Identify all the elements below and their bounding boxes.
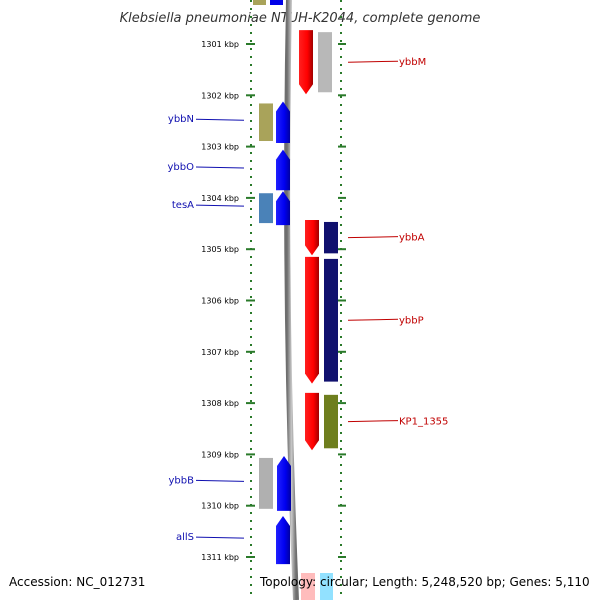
ruler-tick-label: 1306 kbp	[201, 297, 239, 306]
partial-gene-bottom-cyan	[320, 573, 333, 600]
gene-label-ybbb[interactable]: ybbB	[169, 475, 195, 486]
cog-box-ybbn	[259, 103, 273, 142]
gene-label-ybbm[interactable]: ybbM	[399, 57, 426, 68]
gene-label-alls[interactable]: allS	[176, 532, 194, 543]
accession-text: Accession: NC_012731	[9, 575, 146, 589]
gene-label-ybbp[interactable]: ybbP	[399, 315, 424, 326]
gene-label-ybbn[interactable]: ybbN	[168, 114, 194, 125]
gene-arrow-ybbo[interactable]	[276, 149, 290, 191]
genes-group	[259, 30, 338, 565]
gene-arrow-ybbb[interactable]	[277, 455, 291, 511]
cog-box-kp1_1355	[324, 394, 338, 449]
gene-arrow-tesa[interactable]	[276, 191, 290, 226]
cog-box-ybbm	[318, 32, 332, 93]
topology-text: Topology: circular; Length: 5,248,520 bp…	[260, 575, 590, 589]
gene-label-ybba[interactable]: ybbA	[399, 233, 425, 244]
gene-label-kp1_1355[interactable]: KP1_1355	[399, 417, 448, 428]
leader-line-ybbn	[195, 118, 245, 121]
leader-line-ybbb	[195, 479, 245, 482]
partial-gene-bottom-pink	[301, 573, 315, 600]
ruler-tick-label: 1305 kbp	[201, 245, 239, 254]
gene-label-tesa[interactable]: tesA	[172, 200, 194, 211]
partial-cog-top-left	[253, 0, 266, 5]
ruler-tick-label: 1310 kbp	[201, 502, 239, 511]
cog-box-ybbb	[259, 457, 273, 509]
gene-arrow-alls[interactable]	[276, 515, 290, 565]
cog-box-ybba	[324, 221, 338, 254]
ruler-group: 1301 kbp 1302 kbp 1303 kbp 1304 kbp 1305 kbp…	[201, 40, 346, 562]
ruler-tick-label: 1307 kbp	[201, 348, 239, 357]
ruler-tick-label: 1308 kbp	[201, 399, 239, 408]
gene-arrow-ybba[interactable]	[305, 219, 319, 256]
leader-line-ybba	[347, 236, 399, 239]
gene-arrow-ybbn[interactable]	[276, 101, 290, 144]
cog-box-tesa	[259, 193, 273, 224]
gene-arrow-kp1_1355[interactable]	[305, 392, 319, 451]
partial-gene-top-left	[270, 0, 283, 5]
ruler-tick-label: 1309 kbp	[201, 450, 239, 459]
leader-line-kp1_1355	[347, 420, 399, 423]
ruler-tick-label: 1303 kbp	[201, 143, 239, 152]
cog-box-ybbp	[324, 258, 338, 382]
leader-line-alls	[195, 536, 245, 539]
leader-line-ybbm	[347, 60, 399, 63]
genome-backbone	[284, 0, 299, 600]
ruler-tick-label: 1301 kbp	[201, 40, 239, 49]
leader-line-ybbo	[195, 166, 245, 169]
map-title: Klebsiella pneumoniae NTUH-K2044, comple…	[120, 11, 481, 26]
gene-label-ybbo[interactable]: ybbO	[168, 162, 195, 173]
labels-group: ybbN ybbO tesA ybbB allS ybbM ybbA ybbP KP1_1355	[168, 57, 449, 543]
leader-line-tesa	[195, 204, 245, 207]
gene-arrow-ybbp[interactable]	[305, 256, 319, 384]
gene-arrow-ybbm[interactable]	[299, 30, 313, 95]
ruler-tick-label: 1304 kbp	[201, 194, 239, 203]
ruler-tick-label: 1311 kbp	[201, 553, 239, 562]
ruler-tick-label: 1302 kbp	[201, 91, 239, 100]
leader-line-ybbp	[347, 318, 399, 321]
